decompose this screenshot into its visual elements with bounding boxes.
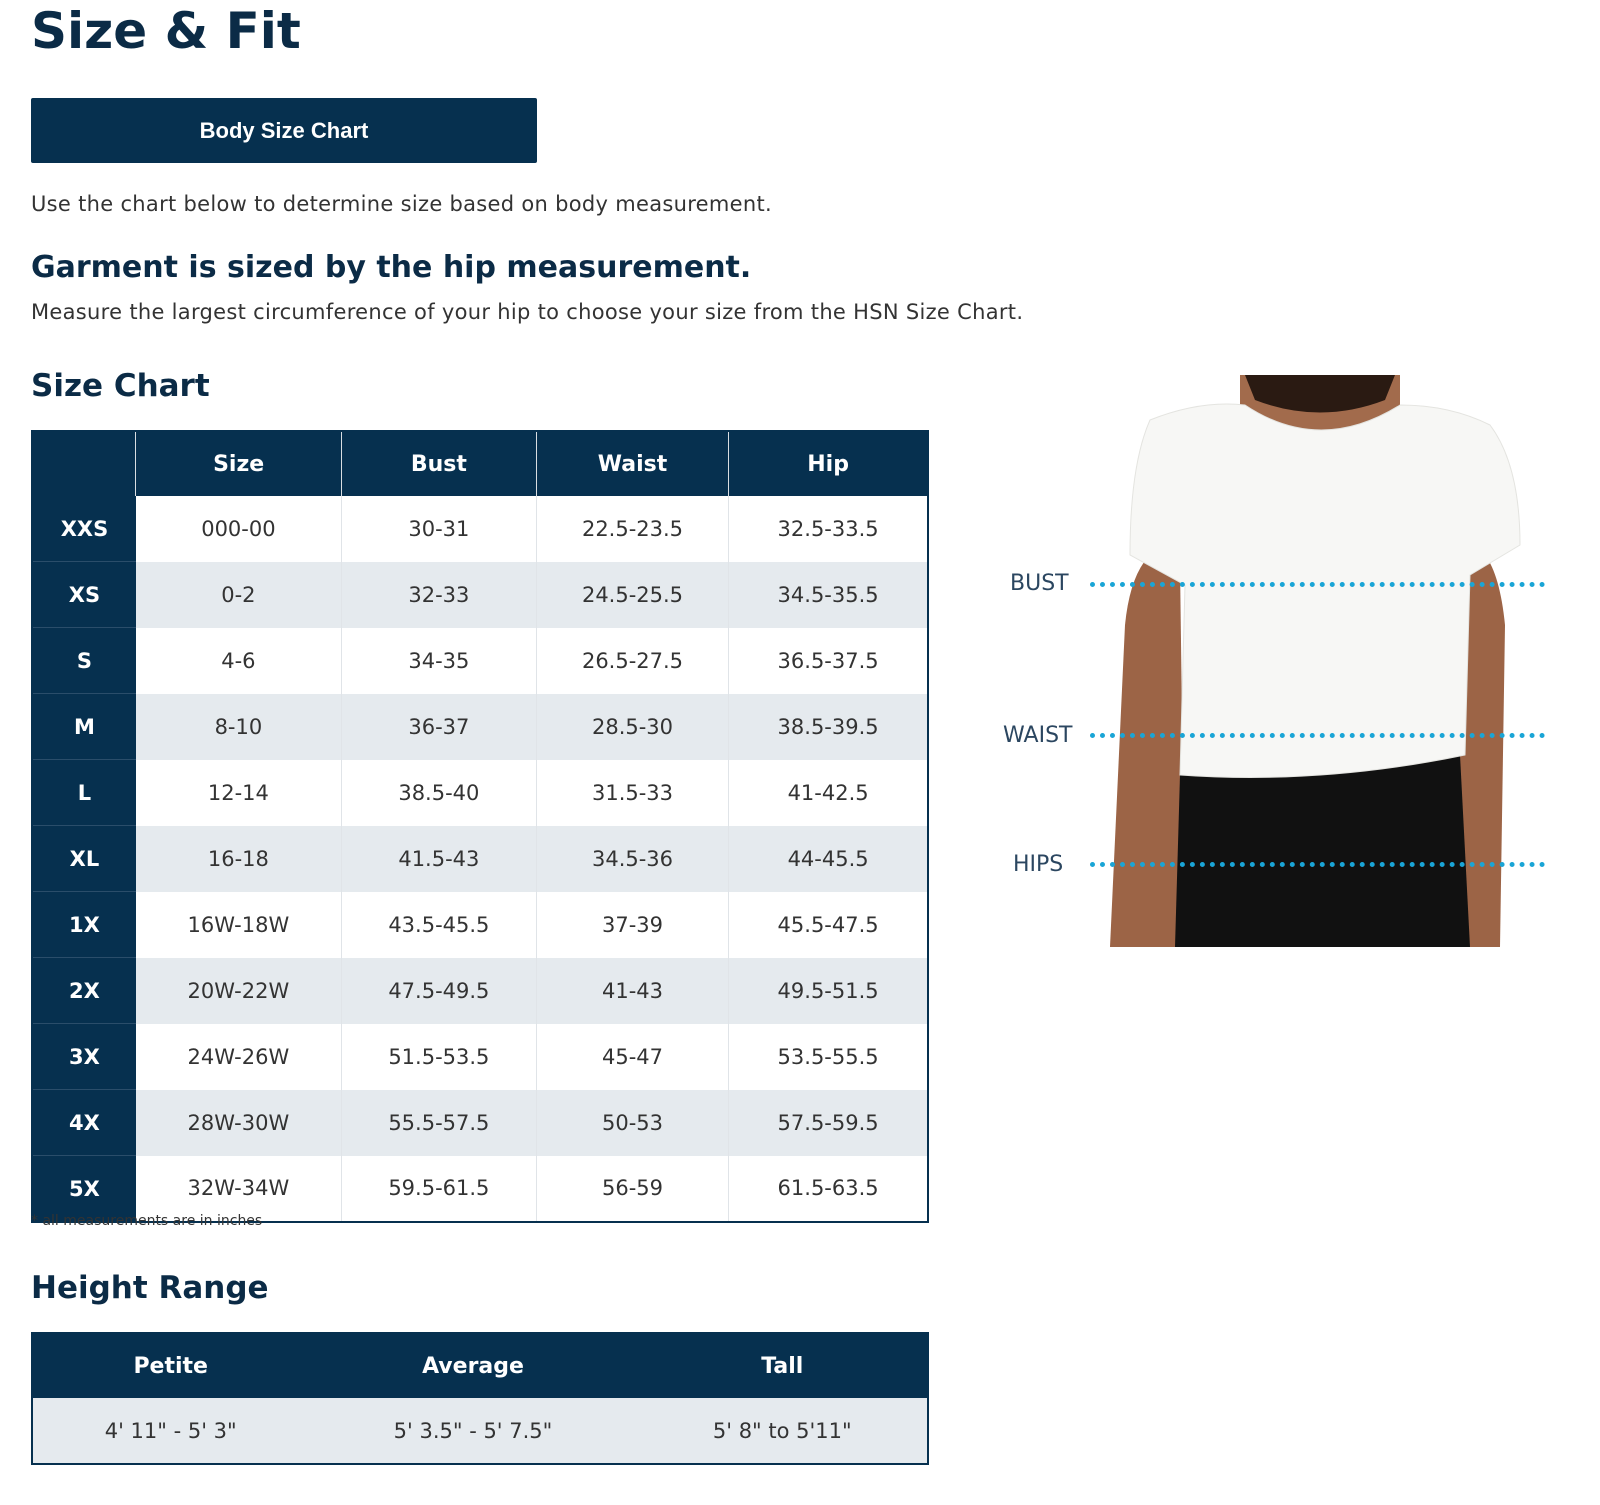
table-cell: 31.5-33 [536, 759, 730, 826]
column-header: Tall [637, 1333, 928, 1398]
table-cell: 000-00 [135, 496, 342, 562]
table-cell: 24W-26W [135, 1023, 342, 1090]
table-row: L 12-14 38.5-40 31.5-33 41-42.5 [32, 759, 929, 826]
hips-label: HIPS [1013, 852, 1064, 877]
column-header: Waist [536, 431, 730, 496]
table-cell: 0-2 [135, 561, 342, 628]
size-label: XS [32, 561, 136, 628]
table-cell: 34.5-36 [536, 825, 730, 892]
table-cell: 59.5-61.5 [341, 1155, 537, 1222]
table-cell: 47.5-49.5 [341, 957, 537, 1024]
model-illustration [1110, 375, 1521, 947]
table-cell: 41-43 [536, 957, 730, 1024]
size-label: XL [32, 825, 136, 892]
table-row: S 4-6 34-35 26.5-27.5 36.5-37.5 [32, 627, 929, 694]
table-row: XS 0-2 32-33 24.5-25.5 34.5-35.5 [32, 561, 929, 628]
table-cell: 16W-18W [135, 891, 342, 958]
table-row: 4X 28W-30W 55.5-57.5 50-53 57.5-59.5 [32, 1089, 929, 1156]
table-cell: 44-45.5 [728, 825, 929, 892]
table-row: XXS 000-00 30-31 22.5-23.5 32.5-33.5 [32, 496, 929, 562]
table-cell: 34.5-35.5 [728, 561, 929, 628]
hips-line [1090, 862, 1545, 867]
table-cell: 5' 8" to 5'11" [637, 1398, 928, 1464]
table-cell: 28W-30W [135, 1089, 342, 1156]
waist-line [1090, 733, 1545, 738]
table-cell: 38.5-40 [341, 759, 537, 826]
size-chart-heading: Size Chart [31, 368, 210, 404]
page-title: Size & Fit [31, 2, 301, 60]
height-range-table: Petite Average Tall 4' 11" - 5' 3" 5' 3.5" … [31, 1332, 929, 1465]
table-cell: 32-33 [341, 561, 537, 628]
size-label: M [32, 693, 136, 760]
size-label: XXS [32, 496, 136, 562]
table-cell: 45-47 [536, 1023, 730, 1090]
table-row: M 8-10 36-37 28.5-30 38.5-39.5 [32, 693, 929, 760]
column-header: Hip [728, 431, 929, 496]
column-header [32, 431, 137, 496]
table-cell: 61.5-63.5 [728, 1155, 929, 1222]
table-cell: 57.5-59.5 [728, 1089, 929, 1156]
table-cell: 56-59 [536, 1155, 730, 1222]
table-cell: 26.5-27.5 [536, 627, 730, 694]
bust-label: BUST [1010, 571, 1069, 596]
table-cell: 51.5-53.5 [341, 1023, 537, 1090]
table-cell: 16-18 [135, 825, 342, 892]
intro-text: Use the chart below to determine size ba… [31, 192, 773, 216]
table-cell: 45.5-47.5 [728, 891, 929, 958]
size-label: 4X [32, 1089, 136, 1156]
table-cell: 36-37 [341, 693, 537, 760]
size-label: 3X [32, 1023, 136, 1090]
size-label: L [32, 759, 136, 826]
waist-label: WAIST [1003, 723, 1073, 748]
table-cell: 24.5-25.5 [536, 561, 730, 628]
table-cell: 53.5-55.5 [728, 1023, 929, 1090]
column-header: Petite [32, 1333, 309, 1398]
table-cell: 43.5-45.5 [341, 891, 537, 958]
table-cell: 4' 11" - 5' 3" [32, 1398, 309, 1464]
table-cell: 55.5-57.5 [341, 1089, 537, 1156]
table-cell: 12-14 [135, 759, 342, 826]
height-range-heading: Height Range [31, 1270, 269, 1306]
fit-text: Measure the largest circumference of you… [31, 300, 1024, 324]
table-cell: 38.5-39.5 [728, 693, 929, 760]
measurement-note: * all measurements are in inches [31, 1213, 263, 1229]
fit-heading: Garment is sized by the hip measurement. [31, 250, 752, 285]
table-cell: 22.5-23.5 [536, 496, 730, 562]
table-cell: 34-35 [341, 627, 537, 694]
table-cell: 8-10 [135, 693, 342, 760]
table-cell: 20W-22W [135, 957, 342, 1024]
table-row: 1X 16W-18W 43.5-45.5 37-39 45.5-47.5 [32, 891, 929, 958]
column-header: Bust [341, 431, 537, 496]
column-header: Size [135, 431, 342, 496]
table-cell: 50-53 [536, 1089, 730, 1156]
table-cell: 30-31 [341, 496, 537, 562]
table-cell: 4-6 [135, 627, 342, 694]
table-cell: 32.5-33.5 [728, 496, 929, 562]
table-cell: 32W-34W [135, 1155, 342, 1222]
table-cell: 49.5-51.5 [728, 957, 929, 1024]
table-cell: 28.5-30 [536, 693, 730, 760]
bust-line [1090, 582, 1545, 587]
size-label: 1X [32, 891, 136, 958]
size-label: S [32, 627, 136, 694]
size-label: 5X [32, 1155, 136, 1223]
table-cell: 41.5-43 [341, 825, 537, 892]
size-label: 2X [32, 957, 136, 1024]
body-size-chart-button[interactable]: Body Size Chart [31, 98, 537, 163]
table-cell: 5' 3.5" - 5' 7.5" [308, 1398, 638, 1464]
table-cell: 37-39 [536, 891, 730, 958]
body-measurement-figure: BUST WAIST HIPS [1000, 375, 1560, 947]
size-chart-table: Size Bust Waist Hip XXS 000-00 30-31 22.5-23.5… [31, 430, 929, 1223]
table-row: 5X 32W-34W 59.5-61.5 56-59 61.5-63.5 [32, 1155, 929, 1223]
table-row: 3X 24W-26W 51.5-53.5 45-47 53.5-55.5 [32, 1023, 929, 1090]
table-cell: 41-42.5 [728, 759, 929, 826]
table-row: 2X 20W-22W 47.5-49.5 41-43 49.5-51.5 [32, 957, 929, 1024]
column-header: Average [308, 1333, 638, 1398]
table-cell: 36.5-37.5 [728, 627, 929, 694]
table-row: XL 16-18 41.5-43 34.5-36 44-45.5 [32, 825, 929, 892]
